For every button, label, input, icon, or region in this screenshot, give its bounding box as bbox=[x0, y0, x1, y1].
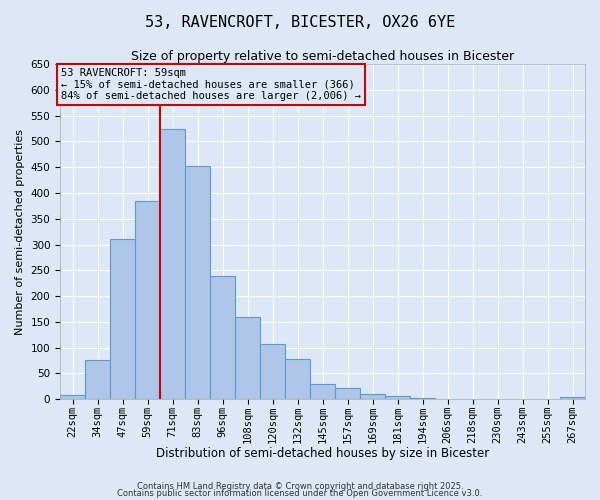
Bar bbox=[210, 276, 235, 399]
Bar bbox=[60, 395, 85, 399]
Bar bbox=[285, 359, 310, 399]
Bar bbox=[410, 398, 435, 399]
Title: Size of property relative to semi-detached houses in Bicester: Size of property relative to semi-detach… bbox=[131, 50, 514, 63]
Bar bbox=[260, 344, 285, 399]
X-axis label: Distribution of semi-detached houses by size in Bicester: Distribution of semi-detached houses by … bbox=[156, 447, 489, 460]
Text: 53, RAVENCROFT, BICESTER, OX26 6YE: 53, RAVENCROFT, BICESTER, OX26 6YE bbox=[145, 15, 455, 30]
Y-axis label: Number of semi-detached properties: Number of semi-detached properties bbox=[15, 128, 25, 334]
Bar bbox=[235, 316, 260, 399]
Bar bbox=[385, 396, 410, 399]
Text: Contains public sector information licensed under the Open Government Licence v3: Contains public sector information licen… bbox=[118, 489, 482, 498]
Bar bbox=[560, 397, 585, 399]
Bar bbox=[110, 240, 135, 399]
Bar bbox=[135, 200, 160, 399]
Bar bbox=[335, 388, 360, 399]
Bar bbox=[85, 360, 110, 399]
Text: 53 RAVENCROFT: 59sqm
← 15% of semi-detached houses are smaller (366)
84% of semi: 53 RAVENCROFT: 59sqm ← 15% of semi-detac… bbox=[61, 68, 361, 101]
Bar bbox=[310, 384, 335, 399]
Bar bbox=[160, 128, 185, 399]
Bar bbox=[360, 394, 385, 399]
Text: Contains HM Land Registry data © Crown copyright and database right 2025.: Contains HM Land Registry data © Crown c… bbox=[137, 482, 463, 491]
Bar bbox=[185, 166, 210, 399]
